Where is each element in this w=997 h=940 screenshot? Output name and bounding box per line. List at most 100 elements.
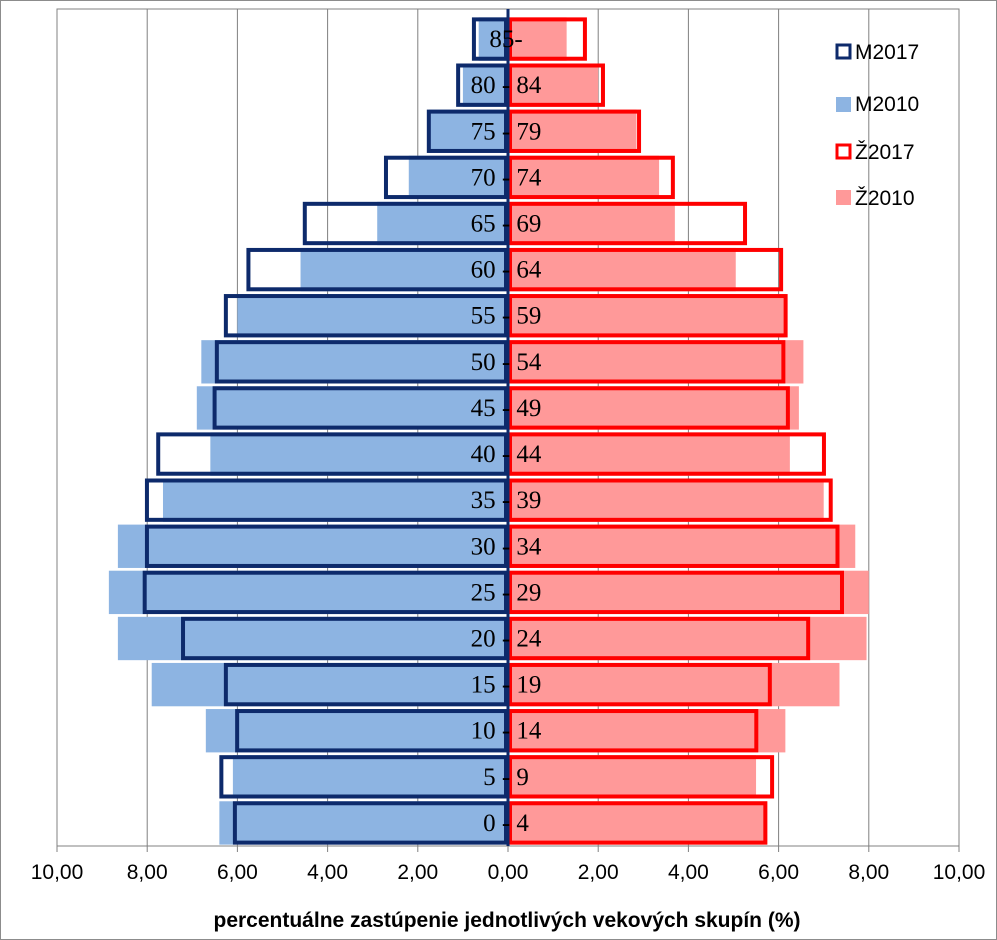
x-tick-label: 2,00 xyxy=(397,861,438,884)
bar-m2017 xyxy=(144,524,508,568)
x-tick-label: 10,00 xyxy=(933,861,986,884)
age-group-label: 75 - 79 xyxy=(471,118,542,145)
bar-m2017 xyxy=(383,155,509,200)
bar-m2017 xyxy=(212,386,508,430)
x-tick-label: 6,00 xyxy=(758,861,799,884)
bar-z2017 xyxy=(508,755,775,799)
legend-swatch-z2017 xyxy=(835,143,852,160)
x-tick-label: 2,00 xyxy=(578,861,619,884)
legend-item-m2010: M2010 xyxy=(836,93,919,116)
age-group-label: 5 - 9 xyxy=(483,764,529,791)
bar-z2017 xyxy=(508,340,786,384)
bar-z2010 xyxy=(508,63,599,107)
age-group-label: 25 - 29 xyxy=(471,579,542,606)
bars-2017 xyxy=(142,17,844,845)
bar-z2017 xyxy=(508,709,759,753)
bar-z2017 xyxy=(508,17,587,61)
bar-z2017 xyxy=(508,801,768,845)
bar-z2017 xyxy=(508,432,826,476)
bar-m2010 xyxy=(210,432,508,476)
bar-m2017 xyxy=(232,801,508,845)
age-group-label: 85- xyxy=(489,26,522,53)
age-group-label: 50 - 54 xyxy=(471,349,542,376)
bar-z2010 xyxy=(508,616,867,661)
x-tick-label: 4,00 xyxy=(307,861,348,884)
bar-z2010 xyxy=(508,570,869,615)
legend: M2017 M2010 Ž2017 Ž2010 xyxy=(835,41,919,210)
bar-z2017 xyxy=(508,294,788,338)
bar-m2017 xyxy=(426,109,509,153)
bar-m2017 xyxy=(246,247,508,292)
age-group-label: 45 - 49 xyxy=(471,395,542,422)
bar-m2010 xyxy=(408,155,508,200)
bar-z2010 xyxy=(508,662,840,707)
bar-z2017 xyxy=(508,201,748,246)
x-tick-label: 0,00 xyxy=(488,861,529,884)
bar-z2010 xyxy=(508,247,736,292)
age-group-label: 70 - 74 xyxy=(471,164,542,191)
bar-m2017 xyxy=(223,662,508,707)
bar-z2010 xyxy=(508,432,790,476)
bar-z2010 xyxy=(508,478,824,522)
age-group-label: 60 - 64 xyxy=(471,257,542,284)
bar-z2017 xyxy=(508,155,675,200)
bar-m2017 xyxy=(456,63,509,107)
age-group-label: 35 - 39 xyxy=(471,487,542,514)
bar-m2017 xyxy=(235,709,509,753)
bar-m2010 xyxy=(429,109,508,153)
age-group-label: 15 - 19 xyxy=(471,672,542,699)
bar-z2017 xyxy=(508,478,833,522)
legend-item-z2017: Ž2017 xyxy=(835,141,915,164)
bar-z2010 xyxy=(508,201,675,246)
bar-z2017 xyxy=(508,386,790,430)
bar-m2010 xyxy=(237,294,508,338)
x-tick-label: 6,00 xyxy=(217,861,258,884)
bar-z2010 xyxy=(508,155,660,200)
age-group-label: 55 - 59 xyxy=(471,303,542,330)
bar-z2017 xyxy=(508,662,772,707)
bar-m2010 xyxy=(219,801,509,845)
bar-m2017 xyxy=(156,432,508,476)
bar-z2010 xyxy=(508,524,856,568)
bar-m2010 xyxy=(201,340,508,384)
bar-m2017 xyxy=(471,17,509,61)
x-tick-label: 8,00 xyxy=(127,861,168,884)
age-group-labels: 0 - 4 5 - 9 10 - 14 15 - 19 20 - 24 25 - 29 30… xyxy=(471,26,542,837)
age-group-label: 10 - 14 xyxy=(471,718,542,745)
bar-z2010 xyxy=(508,386,799,430)
legend-item-z2010: Ž2010 xyxy=(836,187,915,210)
age-group-label: 65 - 69 xyxy=(471,211,542,238)
legend-swatch-m2010 xyxy=(836,97,851,112)
bar-m2010 xyxy=(108,570,509,615)
legend-label-m2017: M2017 xyxy=(855,41,919,64)
bar-m2010 xyxy=(462,63,508,107)
bar-m2010 xyxy=(478,17,508,61)
bar-z2010 xyxy=(508,17,567,61)
bar-z2017 xyxy=(508,570,844,615)
bar-z2010 xyxy=(508,755,757,799)
bar-z2010 xyxy=(508,709,786,753)
x-tick-label: 8,00 xyxy=(848,861,889,884)
legend-item-m2017: M2017 xyxy=(835,41,919,64)
bar-m2010 xyxy=(151,662,508,707)
legend-swatch-z2010 xyxy=(836,190,851,205)
bar-m2017 xyxy=(219,755,509,799)
bar-m2010 xyxy=(117,524,508,568)
age-group-label: 30 - 34 xyxy=(471,533,542,560)
legend-swatch-m2017 xyxy=(835,43,852,60)
age-group-label: 40 - 44 xyxy=(471,441,542,468)
bar-m2010 xyxy=(377,201,508,246)
bar-m2010 xyxy=(196,386,508,430)
bar-z2017 xyxy=(508,247,784,292)
bar-z2010 xyxy=(508,294,786,338)
age-group-label: 80 - 84 xyxy=(471,72,542,99)
bar-m2017 xyxy=(214,340,508,384)
bar-z2010 xyxy=(508,801,768,845)
bar-m2017 xyxy=(181,616,508,661)
bar-z2017 xyxy=(508,109,642,153)
bar-m2010 xyxy=(117,616,508,661)
bars-2010 xyxy=(108,17,869,845)
bar-m2017 xyxy=(302,201,509,246)
x-tick-label: 10,00 xyxy=(31,861,84,884)
